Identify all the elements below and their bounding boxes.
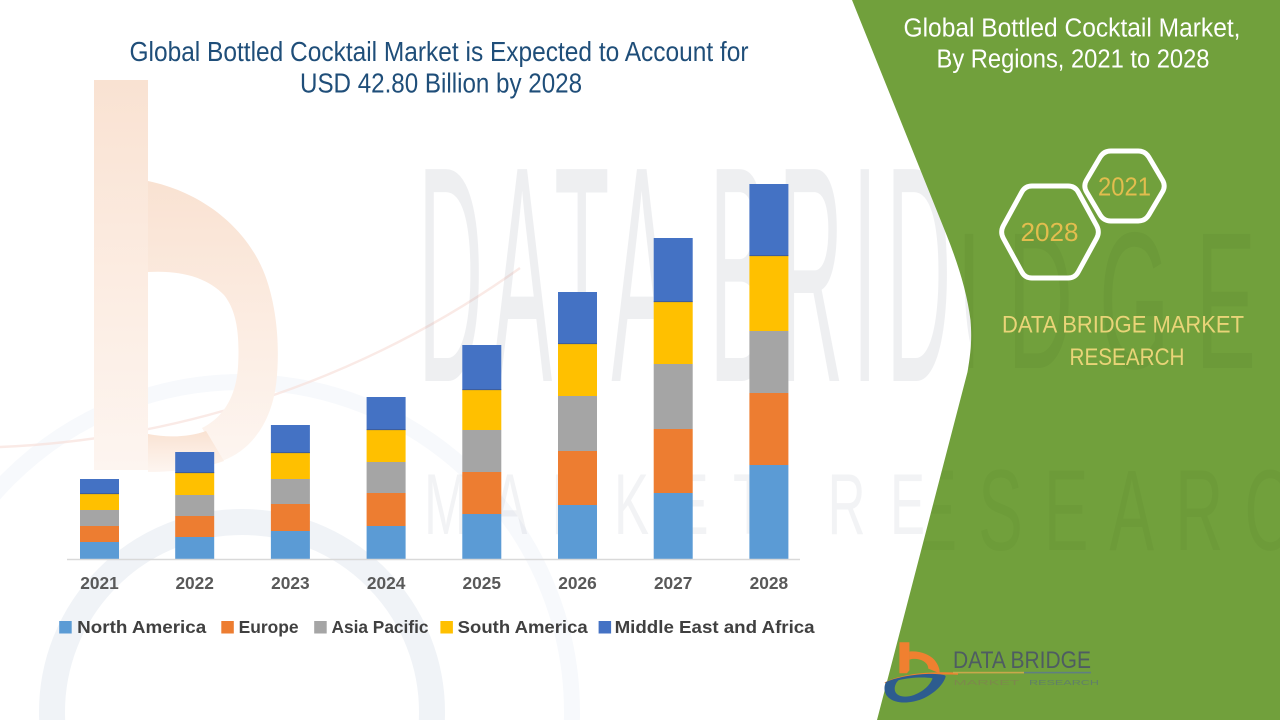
svg-text:Global Bottled Cocktail Market: Global Bottled Cocktail Market is Expect… bbox=[130, 36, 749, 67]
svg-text:Asia Pacific: Asia Pacific bbox=[332, 617, 429, 637]
svg-text:2022: 2022 bbox=[175, 573, 214, 593]
svg-text:2028: 2028 bbox=[1021, 219, 1079, 247]
svg-text:By Regions, 2021 to 2028: By Regions, 2021 to 2028 bbox=[937, 46, 1210, 74]
svg-text:2026: 2026 bbox=[558, 573, 597, 593]
svg-text:2028: 2028 bbox=[750, 573, 789, 593]
svg-text:RESEARCH: RESEARCH bbox=[1029, 678, 1099, 687]
svg-text:USD 42.80 Billion by 2028: USD 42.80 Billion by 2028 bbox=[300, 68, 582, 99]
svg-text:2027: 2027 bbox=[654, 573, 693, 593]
svg-text:2021: 2021 bbox=[80, 573, 119, 593]
svg-text:Global Bottled Cocktail Market: Global Bottled Cocktail Market, bbox=[904, 15, 1241, 43]
svg-text:2021: 2021 bbox=[1098, 174, 1151, 202]
svg-text:2023: 2023 bbox=[271, 573, 310, 593]
svg-text:DATA BRIDGE MARKET: DATA BRIDGE MARKET bbox=[1002, 312, 1244, 339]
svg-text:2025: 2025 bbox=[463, 573, 502, 593]
svg-text:Middle East and Africa: Middle East and Africa bbox=[615, 617, 815, 637]
svg-text:MARKET: MARKET bbox=[954, 678, 1021, 687]
svg-text:DATA BRIDGE: DATA BRIDGE bbox=[953, 647, 1091, 674]
svg-text:South America: South America bbox=[458, 617, 588, 637]
svg-text:Europe: Europe bbox=[239, 617, 299, 637]
svg-text:2024: 2024 bbox=[367, 573, 406, 593]
svg-text:RESEARCH: RESEARCH bbox=[1070, 344, 1185, 371]
svg-text:North America: North America bbox=[77, 617, 206, 637]
